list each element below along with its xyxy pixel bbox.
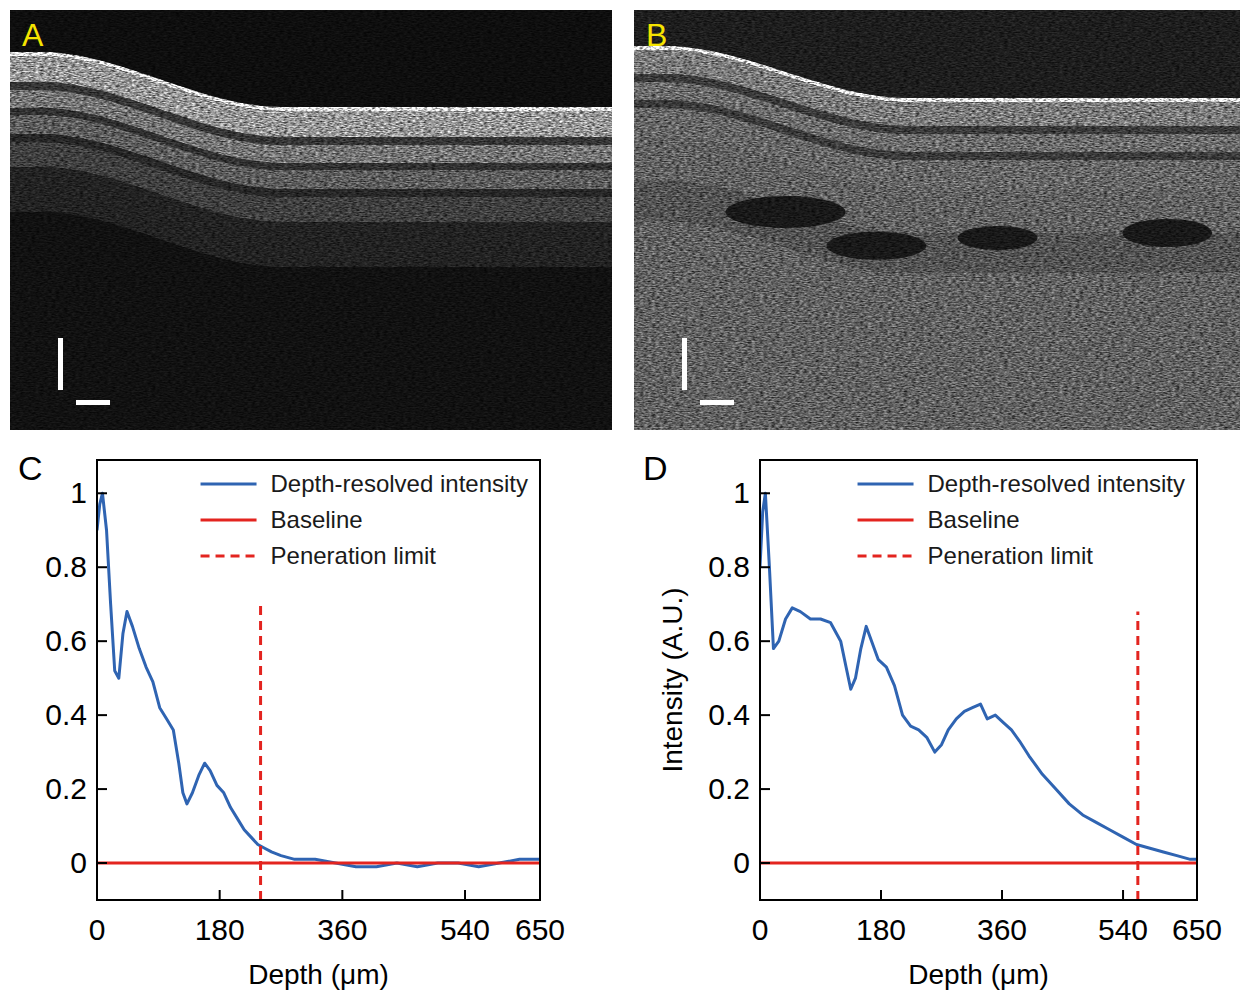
y-tick-label: 1	[733, 476, 750, 509]
plot-frame	[760, 460, 1197, 900]
x-tick-label: 650	[515, 913, 565, 946]
tissue	[10, 10, 612, 430]
dark-region	[826, 232, 926, 260]
legend-background	[854, 466, 1189, 574]
legend-swatch	[201, 555, 257, 558]
legend-label: Baseline	[928, 506, 1020, 533]
y-tick-label: 0.2	[45, 772, 87, 805]
legend-background	[197, 466, 532, 574]
x-tick	[341, 890, 343, 900]
x-tick-label: 540	[1098, 913, 1148, 946]
legend: Depth-resolved intensity Baseline Penerati…	[197, 466, 532, 574]
x-tick-label: 0	[89, 913, 106, 946]
y-tick	[760, 862, 770, 864]
y-tick	[760, 640, 770, 642]
y-tick	[97, 640, 107, 642]
y-tick-label: 0.6	[708, 624, 750, 657]
legend-swatch	[858, 519, 914, 522]
y-tick-label: 0.8	[45, 550, 87, 583]
legend-swatch	[858, 483, 914, 486]
oct-image	[634, 10, 1240, 430]
y-tick-label: 0.6	[45, 624, 87, 657]
y-tick-label: 0.8	[708, 550, 750, 583]
y-tick	[760, 566, 770, 568]
x-axis-title: Depth (μm)	[908, 959, 1049, 990]
x-axis-title: Depth (μm)	[248, 959, 389, 990]
x-tick-label: 360	[317, 913, 367, 946]
legend-swatch	[858, 555, 914, 558]
plot-background	[97, 460, 540, 900]
x-tick	[1001, 890, 1003, 900]
series-line	[259, 601, 262, 901]
legend: Depth-resolved intensity Baseline Penerati…	[854, 466, 1189, 574]
legend-label: Peneration limit	[928, 542, 1094, 569]
x-tick-label: 180	[856, 913, 906, 946]
oct-image	[10, 10, 612, 430]
x-tick-label: 180	[195, 913, 245, 946]
y-tick	[97, 566, 107, 568]
x-tick-label: 650	[1172, 913, 1222, 946]
panel-label: B	[646, 17, 667, 53]
figure: A B 0 180 360 540 650 0 0.2 0.4 0.6 0.8 1 Depth (μm) D…	[0, 0, 1247, 1004]
y-axis-title: Intensity (A.U.)	[657, 587, 688, 772]
dark-region	[958, 226, 1038, 250]
x-tick	[1122, 890, 1124, 900]
x-tick	[464, 890, 466, 900]
series-line	[760, 862, 1197, 865]
y-tick	[97, 492, 107, 494]
x-tick	[96, 890, 98, 900]
series-line	[97, 862, 540, 865]
chart: 0 180 360 540 650 0 0.2 0.4 0.6 0.8 1 Depth (μm) Int…	[657, 460, 1222, 990]
x-tick-label: 360	[977, 913, 1027, 946]
panel-label: C	[18, 449, 43, 487]
tissue-layer	[10, 212, 612, 430]
y-tick	[760, 714, 770, 716]
y-tick-label: 0.2	[708, 772, 750, 805]
scale-bar-horizontal	[700, 400, 734, 405]
x-tick-label: 0	[752, 913, 769, 946]
plot-frame	[97, 460, 540, 900]
dark-region	[726, 196, 846, 228]
tissue-layer	[634, 221, 1240, 430]
series-line	[1136, 612, 1139, 900]
y-tick-label: 0.4	[45, 698, 87, 731]
x-tick-label: 540	[440, 913, 490, 946]
scale-bar-horizontal	[76, 400, 110, 405]
y-tick	[97, 788, 107, 790]
panel-label: A	[22, 17, 44, 53]
legend-label: Depth-resolved intensity	[928, 470, 1185, 497]
dark-region	[1122, 219, 1212, 247]
legend-label: Baseline	[271, 506, 363, 533]
y-tick	[760, 788, 770, 790]
x-tick	[539, 890, 541, 900]
y-tick	[97, 714, 107, 716]
x-tick	[1196, 890, 1198, 900]
x-tick	[219, 890, 221, 900]
y-tick	[760, 492, 770, 494]
scale-bar-vertical	[58, 338, 63, 390]
chart: 0 180 360 540 650 0 0.2 0.4 0.6 0.8 1 Depth (μm) Dep…	[45, 460, 565, 990]
legend-swatch	[201, 519, 257, 522]
y-tick-label: 0.4	[708, 698, 750, 731]
x-tick	[880, 890, 882, 900]
y-tick-label: 0	[733, 846, 750, 879]
tissue	[634, 10, 1240, 430]
y-tick	[97, 862, 107, 864]
legend-label: Depth-resolved intensity	[271, 470, 528, 497]
legend-label: Peneration limit	[271, 542, 437, 569]
panel-label: D	[643, 449, 668, 487]
scale-bar-vertical	[682, 338, 687, 390]
plot-background	[760, 460, 1197, 900]
x-tick	[759, 890, 761, 900]
legend-swatch	[201, 483, 257, 486]
y-tick-label: 0	[70, 846, 87, 879]
y-tick-label: 1	[70, 476, 87, 509]
